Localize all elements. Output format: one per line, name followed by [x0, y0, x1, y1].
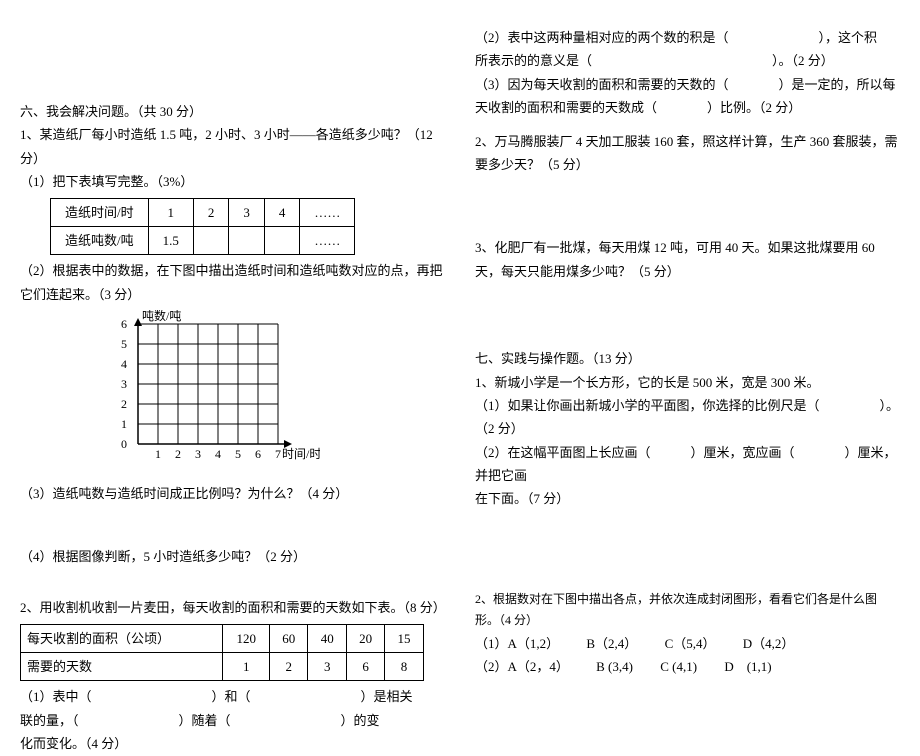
q72-line2: （2）A（2，4） B (3,4) C (4,1) D (1,1)	[475, 655, 900, 678]
text: （1）表中（	[20, 689, 92, 704]
q72-stem: 2、根据数对在下图中描出各点，并依次连成封闭图形，看看它们各是什么图形。（4 分…	[475, 589, 900, 632]
cell: 15	[385, 624, 423, 652]
svg-text:时间/时: 时间/时	[282, 447, 320, 461]
svg-text:6: 6	[121, 317, 127, 331]
q71-sub1: （1）如果让你画出新城小学的平面图，你选择的比例尺是（）。（2 分）	[475, 394, 900, 441]
text: ）比例。（2 分）	[707, 100, 801, 115]
text: 所表示的的意义是（	[475, 53, 592, 68]
svg-text:4: 4	[121, 357, 127, 371]
cell: 60	[270, 624, 308, 652]
q1-sub1: （1）把下表填写完整。（3%）	[20, 170, 445, 193]
svg-text:5: 5	[121, 337, 127, 351]
cell	[264, 226, 300, 254]
svg-text:3: 3	[195, 447, 201, 461]
cell: 2	[193, 198, 229, 226]
text: 天收割的面积和需要的天数成（	[475, 100, 657, 115]
q1-stem: 1、某造纸厂每小时造纸 1.5 吨，2 小时、3 小时——各造纸多少吨？（12 …	[20, 123, 445, 170]
q71-sub2-line2: 在下面。（7 分）	[475, 487, 900, 510]
text: ）随着（	[179, 713, 231, 728]
text: ），这个积	[819, 30, 878, 45]
opt: D (1,1)	[724, 655, 771, 678]
cell: 8	[385, 653, 423, 681]
q2-sub2-line1: （2）表中这两种量相对应的两个数的积是（ ），这个积	[475, 26, 900, 49]
opt: B (3,4)	[596, 655, 633, 678]
section-6-title: 六、我会解决问题。（共 30 分）	[20, 100, 445, 123]
text: ）厘米，宽应画（	[691, 445, 795, 460]
svg-text:1: 1	[121, 417, 127, 431]
cell	[229, 226, 265, 254]
svg-text:5: 5	[235, 447, 241, 461]
text: ）。（2 分）	[772, 53, 834, 68]
table-row: 每天收割的面积（公顷） 120 60 40 20 15	[21, 624, 424, 652]
q3-stem: 2、万马腾服装厂 4 天加工服装 160 套，照这样计算，生产 360 套服装，…	[475, 130, 900, 177]
q2-stem: 2、用收割机收割一片麦田，每天收割的面积和需要的天数如下表。（8 分）	[20, 596, 445, 619]
cell: 造纸吨数/吨	[51, 226, 149, 254]
cell: 40	[308, 624, 346, 652]
svg-text:7: 7	[275, 447, 281, 461]
opt: C（5,4）	[665, 632, 716, 655]
cell: 每天收割的面积（公顷）	[21, 624, 223, 652]
opt: C (4,1)	[660, 655, 697, 678]
cell: 3	[308, 653, 346, 681]
q1-sub4: （4）根据图像判断，5 小时造纸多少吨？（2 分）	[20, 545, 445, 568]
q1-sub3: （3）造纸吨数与造纸时间成正比例吗？为什么？（4 分）	[20, 482, 445, 505]
svg-text:2: 2	[121, 397, 127, 411]
text: （2）在这幅平面图上长应画（	[475, 445, 651, 460]
cell: 6	[346, 653, 384, 681]
svg-text:2: 2	[175, 447, 181, 461]
cell: 2	[270, 653, 308, 681]
cell: 需要的天数	[21, 653, 223, 681]
cell	[193, 226, 229, 254]
text: （2）表中这两种量相对应的两个数的积是（	[475, 30, 729, 45]
q71-sub2-line1: （2）在这幅平面图上长应画（）厘米，宽应画（）厘米，并把它画	[475, 441, 900, 488]
opt: （2）A（2，4）	[475, 655, 569, 678]
svg-text:6: 6	[255, 447, 261, 461]
q2-sub1-line3: 化而变化。（4 分）	[20, 732, 445, 755]
text: ）的变	[341, 713, 380, 728]
cell: ……	[300, 226, 355, 254]
section-7-title: 七、实践与操作题。（13 分）	[475, 347, 900, 370]
opt: （1）A（1,2）	[475, 632, 559, 655]
text: ）和（	[212, 689, 251, 704]
svg-text:吨数/吨: 吨数/吨	[142, 310, 181, 323]
table-paper: 造纸时间/时 1 2 3 4 …… 造纸吨数/吨 1.5 ……	[50, 198, 355, 256]
table-row: 造纸吨数/吨 1.5 ……	[51, 226, 355, 254]
cell: 1	[223, 653, 270, 681]
table-row: 造纸时间/时 1 2 3 4 ……	[51, 198, 355, 226]
text: ）是相关	[361, 689, 413, 704]
cell: ……	[300, 198, 355, 226]
opt: B（2,4）	[586, 632, 637, 655]
cell: 1	[148, 198, 193, 226]
svg-text:1: 1	[155, 447, 161, 461]
q1-sub2: （2）根据表中的数据，在下图中描出造纸时间和造纸吨数对应的点，再把它们连起来。（…	[20, 259, 445, 306]
q71-stem: 1、新城小学是一个长方形，它的长是 500 米，宽是 300 米。	[475, 371, 900, 394]
cell: 1.5	[148, 226, 193, 254]
text: （1）如果让你画出新城小学的平面图，你选择的比例尺是（	[475, 398, 820, 413]
cell: 3	[229, 198, 265, 226]
cell: 20	[346, 624, 384, 652]
q72-line1: （1）A（1,2） B（2,4） C（5,4） D（4,2）	[475, 632, 900, 655]
table-row: 需要的天数 1 2 3 6 8	[21, 653, 424, 681]
opt: D（4,2）	[743, 632, 795, 655]
q2-sub3-line1: （3）因为每天收割的面积和需要的天数的（ ）是一定的，所以每	[475, 73, 900, 96]
text: 联的量，（	[20, 713, 79, 728]
text: （3）因为每天收割的面积和需要的天数的（	[475, 77, 729, 92]
q2-sub1-line2: 联的量，（ ）随着（ ）的变	[20, 709, 445, 732]
cell: 4	[264, 198, 300, 226]
q2-sub2-line2: 所表示的的意义是（ ）。（2 分）	[475, 49, 900, 72]
table-harvest: 每天收割的面积（公顷） 120 60 40 20 15 需要的天数 1 2 3 …	[20, 624, 424, 682]
text: ）是一定的，所以每	[779, 77, 896, 92]
q4-stem: 3、化肥厂有一批煤，每天用煤 12 吨，可用 40 天。如果这批煤要用 60 天…	[475, 236, 900, 283]
svg-text:4: 4	[215, 447, 221, 461]
svg-text:3: 3	[121, 377, 127, 391]
q2-sub1-line1: （1）表中（ ）和（ ）是相关	[20, 685, 445, 708]
q2-sub3-line2: 天收割的面积和需要的天数成（ ）比例。（2 分）	[475, 96, 900, 119]
cell: 120	[223, 624, 270, 652]
cell: 造纸时间/时	[51, 198, 149, 226]
svg-text:0: 0	[121, 437, 127, 451]
grid-chart: 吨数/吨01234561234567时间/时	[110, 310, 445, 477]
